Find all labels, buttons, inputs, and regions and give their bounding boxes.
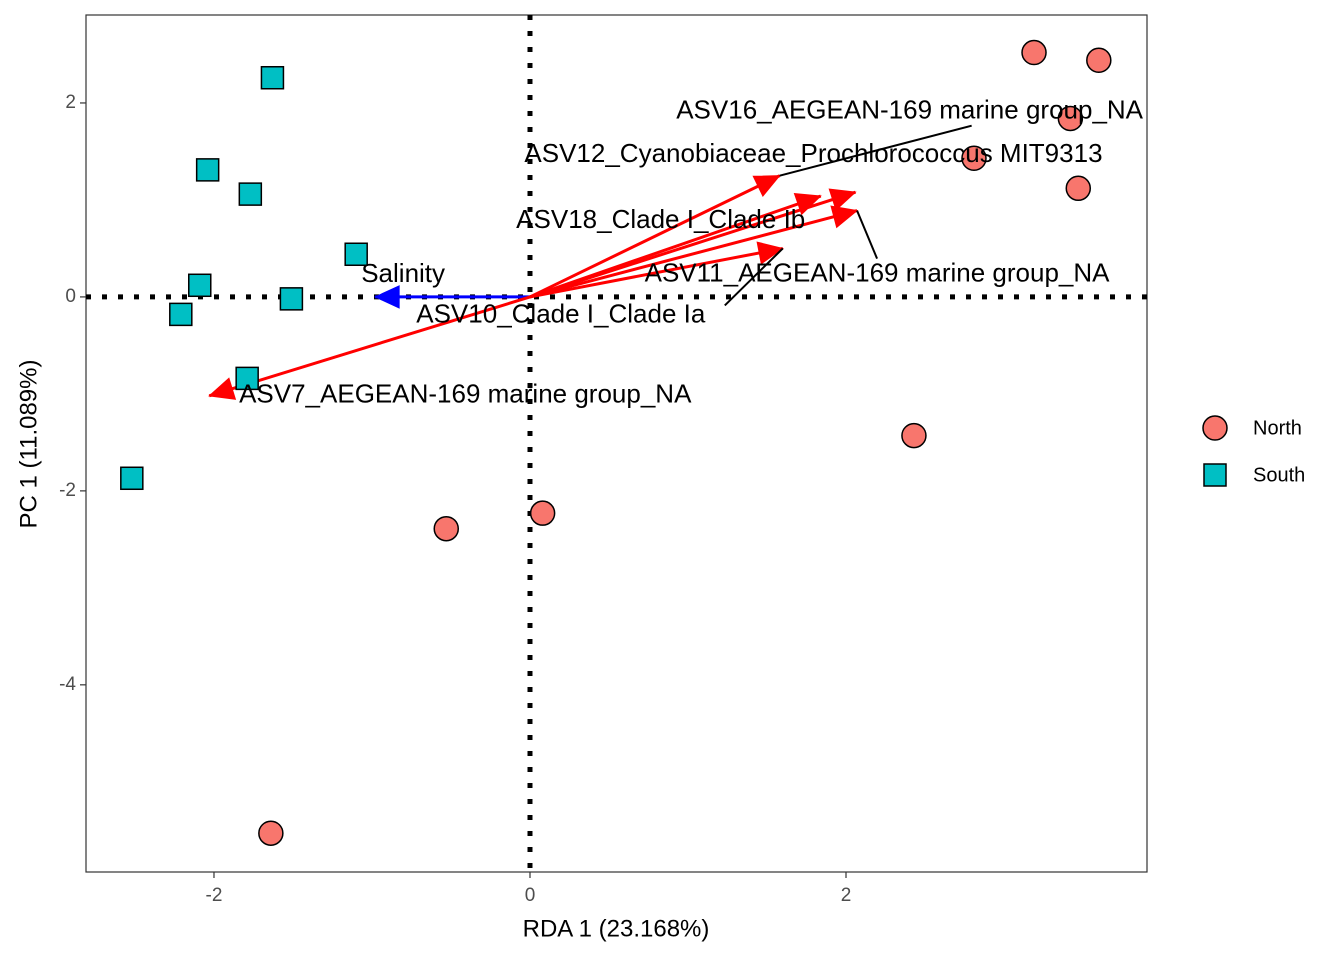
point (1057, 105, 1084, 132)
point (120, 466, 144, 491)
point (1065, 175, 1092, 202)
x-axis-label: RDA 1 (23.168%) (523, 915, 710, 942)
arrow-head (756, 241, 784, 265)
label-leader (724, 247, 784, 307)
x-tick-label: 2 (841, 885, 852, 906)
legend-label: South (1253, 464, 1305, 486)
point (901, 422, 927, 449)
y-axis-label: PC 1 (11.089%) (15, 360, 42, 529)
point (188, 273, 212, 298)
point (961, 145, 987, 171)
arrow-label: ASV18_Clade I_Clade Ib (516, 204, 805, 234)
arrow-shaft (529, 194, 822, 299)
arrow-label: ASV11_AEGEAN-169 marine group_NA (645, 257, 1111, 287)
point (433, 515, 460, 542)
point (238, 182, 263, 206)
arrow-head (373, 285, 400, 309)
legend-key (1202, 415, 1228, 441)
arrow-head (830, 205, 859, 229)
point (260, 65, 285, 90)
arrow-head (828, 188, 857, 211)
x-tick-label: 0 (525, 885, 536, 906)
y-tick-label: -2 (59, 480, 76, 501)
y-tick-label: -4 (59, 674, 76, 695)
point (1021, 39, 1047, 66)
point (344, 242, 368, 266)
y-tick-label: 2 (65, 92, 76, 113)
arrow-label: ASV10_Clade I_Clade Ia (416, 298, 706, 328)
x-tick-label: -2 (206, 885, 223, 906)
arrow-shaft (529, 174, 781, 299)
arrow-label: ASV16_AEGEAN-169 marine group_NA (676, 95, 1143, 125)
arrow-label: ASV12_Cyanobiaceae_Prochlorococcus MIT93… (524, 138, 1102, 168)
arrow-head (208, 377, 237, 400)
point (235, 366, 259, 391)
point (169, 302, 193, 327)
label-leader (856, 210, 878, 259)
label-leader (779, 124, 972, 177)
arrow-label: Salinity (361, 258, 445, 288)
point (279, 287, 304, 311)
arrow-label: ASV7_AEGEAN-169 marine group_NA (239, 379, 692, 409)
legend-key (1203, 463, 1227, 487)
point (1086, 47, 1112, 74)
point (258, 820, 284, 846)
arrow-shaft (529, 246, 784, 299)
arrow-head (752, 175, 781, 197)
point (529, 500, 556, 526)
legend-label: North (1253, 417, 1302, 439)
arrow-head (793, 192, 822, 216)
arrow-shaft (529, 209, 858, 299)
arrow-shaft (208, 295, 531, 398)
y-tick-label: 0 (65, 286, 76, 307)
point (195, 158, 220, 182)
